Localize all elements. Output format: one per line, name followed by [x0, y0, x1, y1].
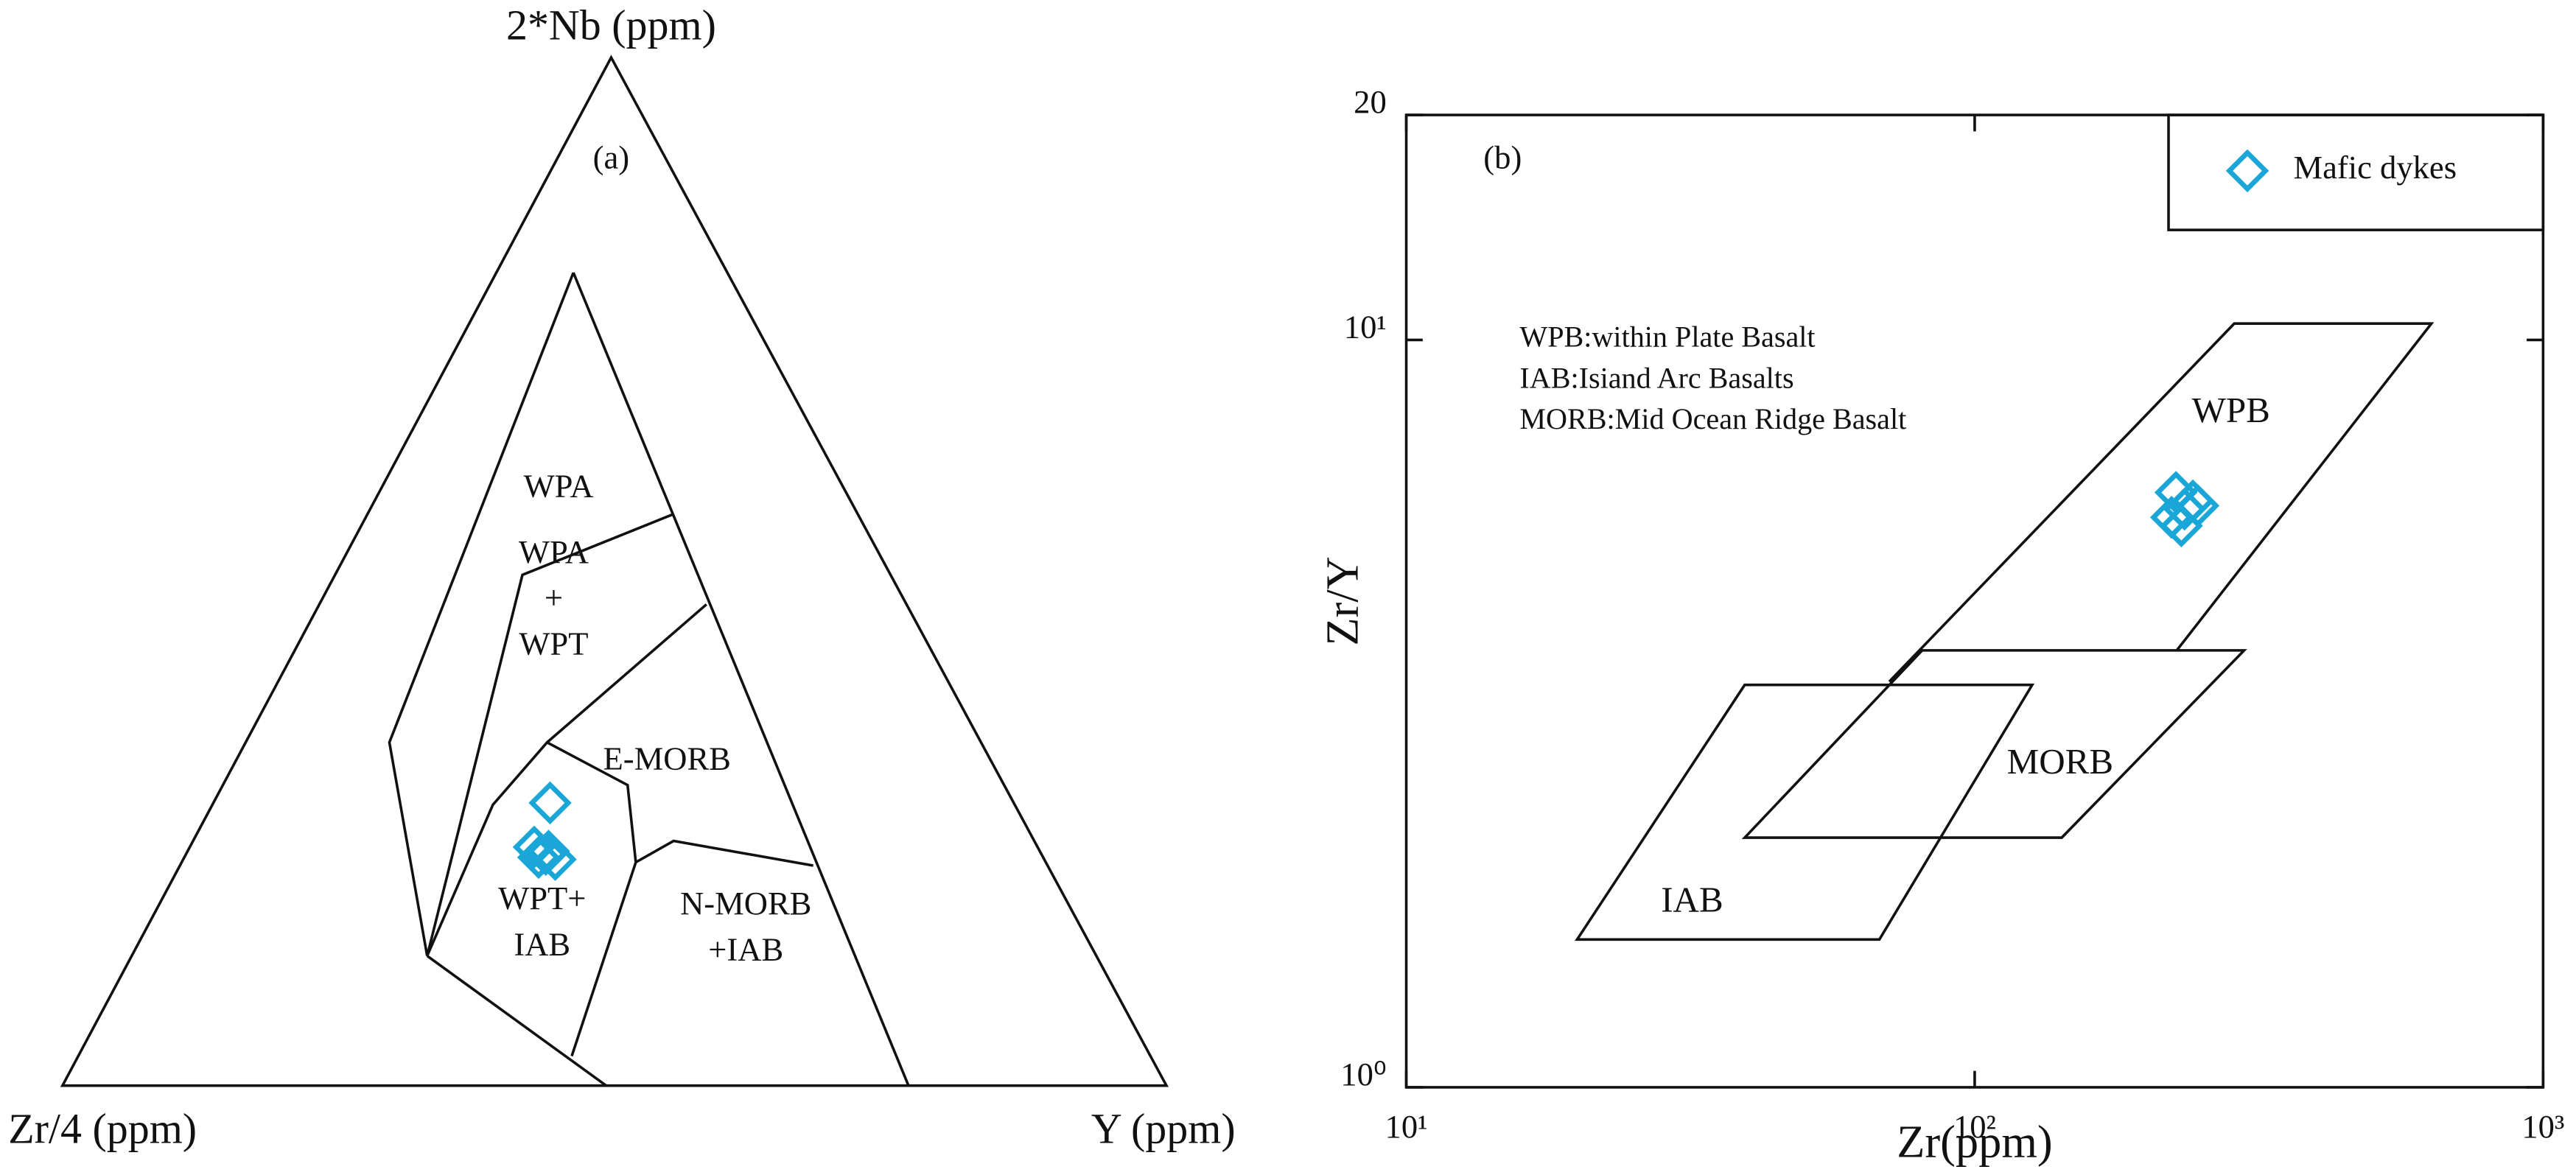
- data-point: [2176, 484, 2220, 527]
- region-label: WPA: [524, 468, 594, 505]
- data-point: [512, 825, 556, 869]
- field-iab: [1575, 683, 2035, 941]
- region-label: WPT+: [498, 880, 586, 916]
- panel-label: (a): [593, 139, 629, 176]
- y-tick-label: 10⁰: [1340, 1056, 1386, 1092]
- x-tick-label: 10¹: [1385, 1108, 1428, 1145]
- y-tick-label: 20: [1354, 83, 1387, 120]
- x-tick-label: 10²: [1953, 1108, 1996, 1145]
- annotation: MORB:Mid Ocean Ridge Basalt: [1519, 402, 1906, 435]
- axis-label: 2*Nb (ppm): [506, 1, 716, 49]
- y-tick-label: 10¹: [1344, 308, 1387, 345]
- x-tick-label: 10³: [2521, 1108, 2564, 1145]
- panel-label: (b): [1483, 139, 1522, 176]
- legend-label: Mafic dykes: [2293, 149, 2457, 186]
- boundary: [546, 603, 707, 744]
- region-label: IAB: [1661, 879, 1723, 919]
- region-label: IAB: [514, 926, 570, 963]
- plot-border: [1404, 113, 2545, 1089]
- y-axis-label: Zr/Y: [1317, 556, 1368, 645]
- boundary: [426, 955, 607, 1087]
- field-morb: [1741, 649, 2247, 839]
- data-point: [528, 781, 572, 825]
- boundary: [572, 272, 910, 1087]
- legend-box: [2167, 113, 2545, 231]
- boundary: [388, 272, 575, 956]
- region-label: N-MORB: [680, 885, 811, 922]
- axis-label: Zr/4 (ppm): [8, 1105, 197, 1153]
- boundary: [635, 839, 813, 867]
- region-label: WPB: [2192, 390, 2270, 430]
- boundary: [426, 740, 637, 1057]
- region-label: MORB: [2007, 741, 2113, 782]
- triangle: [60, 55, 1169, 1087]
- region-label: E-MORB: [603, 740, 731, 777]
- x-axis-label: Zr(ppm): [1897, 1116, 2052, 1168]
- data-point: [527, 829, 570, 873]
- region-label: +: [545, 579, 563, 616]
- field-wpb: [1888, 322, 2435, 683]
- region-label: WPA: [519, 533, 589, 570]
- boundary: [426, 513, 674, 957]
- annotation: WPB:within Plate Basalt: [1519, 320, 1815, 354]
- plot-frame: [1404, 113, 2545, 1089]
- axis-label: Y (ppm): [1091, 1105, 1236, 1153]
- region-label: +IAB: [708, 930, 783, 967]
- legend-marker: [2225, 149, 2269, 193]
- annotation: IAB:Isiand Arc Basalts: [1519, 361, 1793, 394]
- ternary-frame: [60, 55, 1169, 1087]
- region-label: WPT: [519, 625, 588, 662]
- data-point: [517, 835, 561, 880]
